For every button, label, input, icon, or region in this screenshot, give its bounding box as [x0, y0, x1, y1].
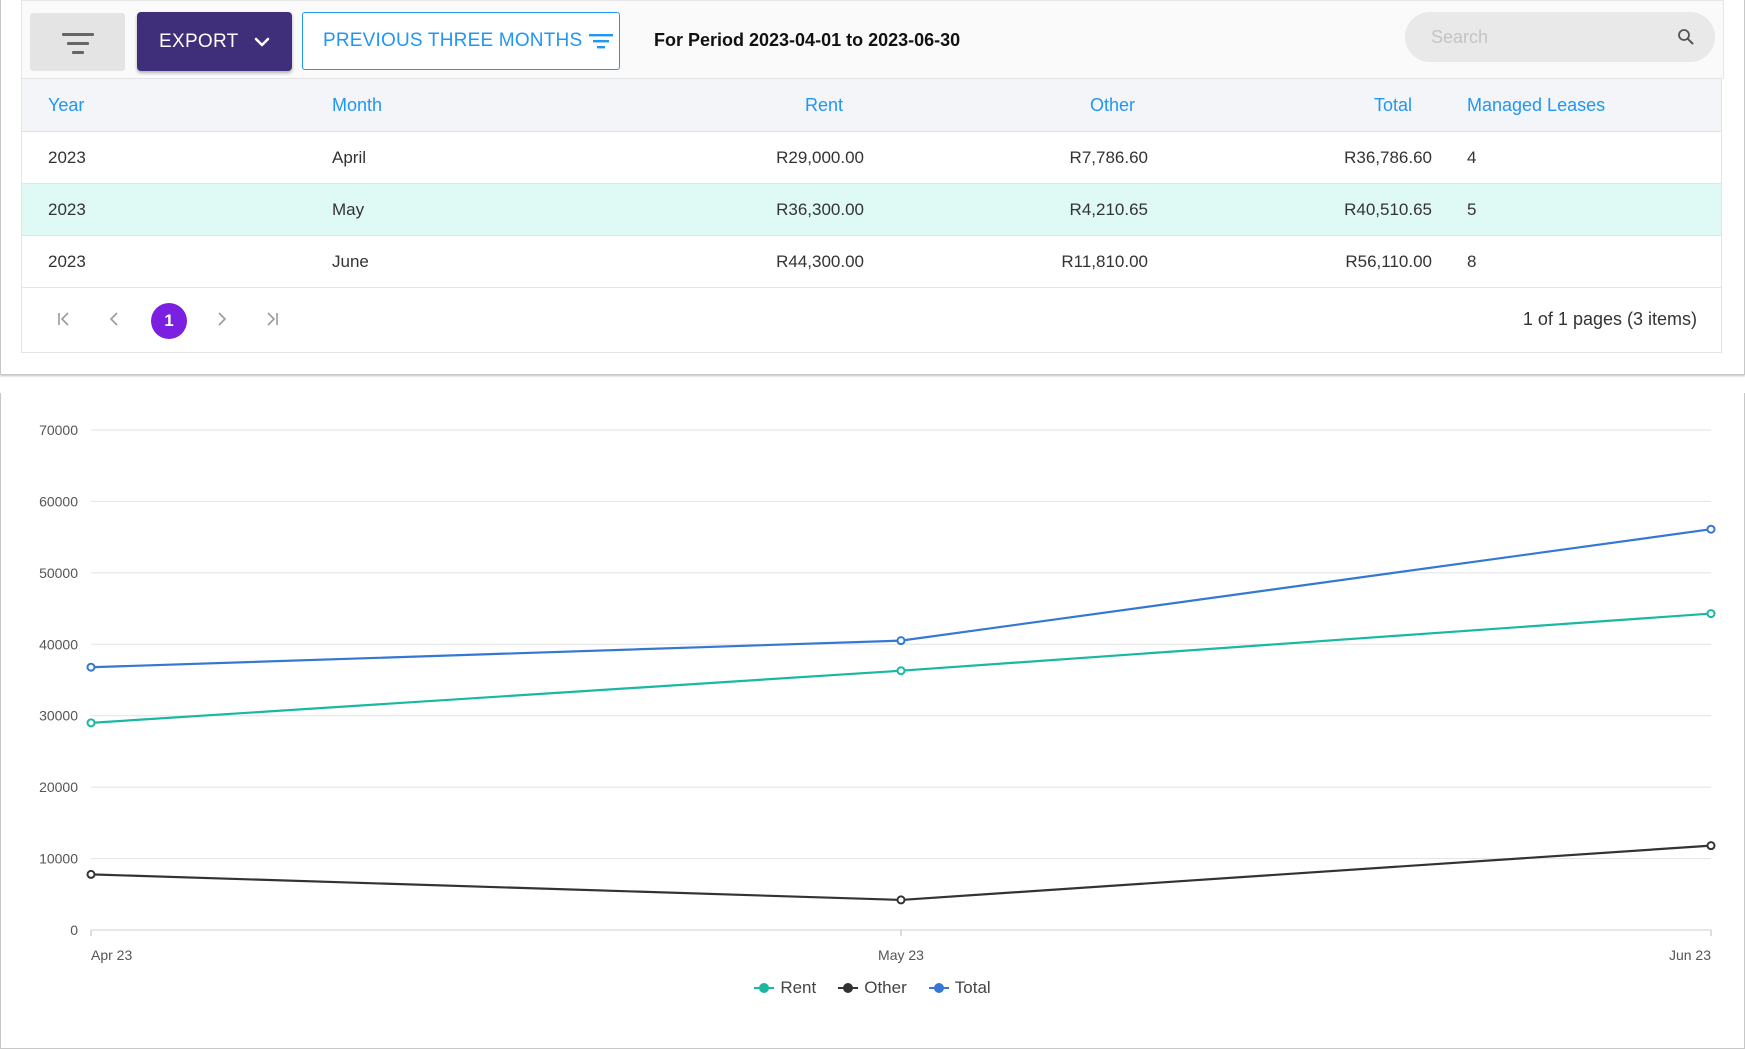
column-header-total[interactable]: Total [1373, 94, 1412, 115]
cell-month: June [332, 251, 369, 271]
table-row[interactable]: 2023 April R29,000.00 R7,786.60 R36,786.… [22, 132, 1721, 184]
data-point-other[interactable] [86, 869, 96, 879]
search-input[interactable] [1429, 24, 1663, 50]
previous-page-icon[interactable] [108, 309, 120, 329]
cell-year: 2023 [48, 251, 86, 271]
column-header-month[interactable]: Month [332, 94, 383, 115]
export-label: EXPORT [159, 30, 239, 52]
data-grid: Year Month Rent Other Total Managed Leas… [21, 78, 1722, 353]
cell-rent: R44,300.00 [776, 251, 864, 271]
cell-managed-leases: 8 [1467, 251, 1477, 271]
legend-label-rent: Rent [780, 978, 817, 997]
chevron-down-icon [254, 37, 269, 46]
next-page-icon[interactable] [216, 309, 228, 329]
legend-item-other[interactable]: Other [838, 978, 907, 998]
chart-legend: Rent Other Total [1, 978, 1744, 998]
table-row[interactable]: 2023 May R36,300.00 R4,210.65 R40,510.65… [22, 184, 1721, 236]
legend-marker-total [928, 982, 949, 994]
pager: 1 1 of 1 pages (3 items) [22, 288, 1721, 352]
first-page-icon[interactable] [56, 309, 72, 329]
x-tick-label: Apr 23 [91, 947, 132, 963]
last-page-icon[interactable] [264, 309, 280, 329]
cell-managed-leases: 5 [1467, 199, 1477, 219]
page-info-text: 1 of 1 pages (3 items) [1522, 309, 1697, 329]
table-row[interactable]: 2023 June R44,300.00 R11,810.00 R56,110.… [22, 236, 1721, 288]
cell-managed-leases: 4 [1467, 147, 1477, 167]
cell-year: 2023 [48, 199, 86, 219]
cell-month: May [332, 199, 365, 219]
export-button[interactable]: EXPORT [137, 12, 292, 71]
data-point-other[interactable] [896, 895, 906, 905]
column-header-other[interactable]: Other [1089, 94, 1135, 115]
table-header-row: Year Month Rent Other Total Managed Leas… [22, 79, 1721, 132]
line-chart: 0 10000 20000 30000 40000 50000 60000 70000 Apr … [39, 422, 1716, 963]
y-tick-label: 20000 [39, 779, 78, 795]
toolbar: EXPORT PREVIOUS THREE MONTHS For Period … [21, 0, 1724, 79]
column-header-managed-leases[interactable]: Managed Leases [1467, 94, 1606, 115]
cell-other: R4,210.65 [1069, 199, 1148, 219]
search-icon[interactable] [1677, 28, 1695, 46]
legend-marker-other [838, 982, 859, 994]
x-tick-label: May 23 [878, 947, 924, 963]
data-point-total[interactable] [896, 636, 906, 646]
cell-year: 2023 [48, 147, 86, 167]
cell-total: R40,510.65 [1344, 199, 1432, 219]
cell-other: R11,810.00 [1061, 251, 1148, 271]
cell-rent: R29,000.00 [776, 147, 864, 167]
series-line-total [90, 528, 1712, 669]
column-header-year[interactable]: Year [48, 94, 85, 115]
legend-item-total[interactable]: Total [928, 978, 991, 998]
x-tick-label: Jun 23 [1669, 947, 1711, 963]
y-tick-label: 60000 [39, 493, 78, 509]
data-point-rent[interactable] [1706, 609, 1716, 619]
data-point-other[interactable] [1706, 841, 1716, 851]
period-filter-label: PREVIOUS THREE MONTHS [323, 30, 583, 51]
period-range-text: For Period 2023-04-01 to 2023-06-30 [654, 30, 961, 50]
report-card: EXPORT PREVIOUS THREE MONTHS For Period … [0, 0, 1745, 375]
filter-toggle-button[interactable] [30, 13, 125, 71]
y-tick-label: 0 [70, 922, 78, 938]
series-line-other [90, 844, 1712, 902]
cell-other: R7,786.60 [1069, 147, 1148, 167]
legend-label-total: Total [954, 978, 991, 997]
y-tick-label: 70000 [39, 422, 78, 438]
legend-marker-rent [754, 982, 775, 994]
search-box[interactable] [1405, 12, 1715, 62]
legend-label-other: Other [864, 978, 907, 997]
legend-item-rent[interactable]: Rent [754, 978, 816, 998]
period-filter-button[interactable]: PREVIOUS THREE MONTHS [302, 12, 620, 70]
chart-card: 0 10000 20000 30000 40000 50000 60000 70000 Apr … [0, 393, 1745, 1049]
column-header-rent[interactable]: Rent [804, 94, 843, 115]
data-point-rent[interactable] [86, 718, 96, 728]
cell-total: R56,110.00 [1345, 251, 1432, 271]
cell-total: R36,786.60 [1344, 147, 1432, 167]
y-tick-label: 50000 [39, 565, 78, 581]
cell-month: April [332, 147, 367, 167]
data-point-total[interactable] [86, 662, 96, 672]
y-tick-label: 10000 [39, 851, 78, 867]
data-point-total[interactable] [1706, 524, 1716, 534]
page-number-button[interactable]: 1 [151, 303, 187, 339]
y-tick-label: 30000 [39, 708, 78, 724]
filter-list-icon [589, 34, 614, 49]
cell-rent: R36,300.00 [776, 199, 864, 219]
data-point-rent[interactable] [896, 666, 906, 676]
y-tick-label: 40000 [39, 636, 78, 652]
